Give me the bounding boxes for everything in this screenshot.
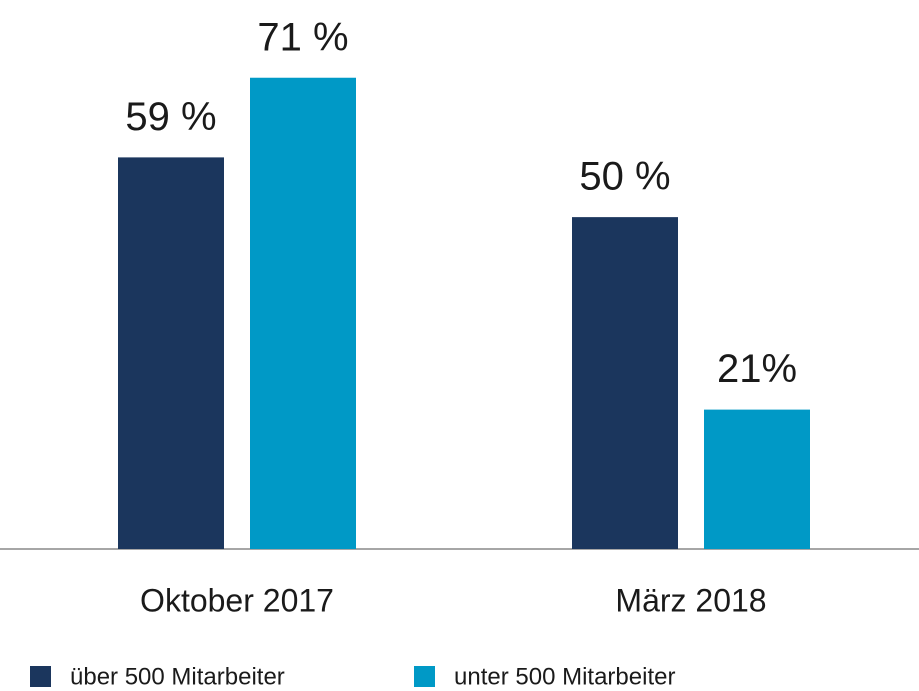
bar bbox=[250, 77, 356, 550]
value-label: 50 % bbox=[579, 155, 670, 199]
x-tick-label: Oktober 2017 bbox=[140, 582, 334, 618]
value-label: 59 % bbox=[125, 95, 216, 139]
value-label: 71 % bbox=[257, 15, 348, 59]
bar bbox=[704, 409, 810, 549]
legend-swatch bbox=[30, 666, 51, 687]
value-label: 21% bbox=[717, 347, 797, 391]
legend-swatch bbox=[414, 666, 435, 687]
bar bbox=[572, 217, 678, 549]
bar bbox=[118, 157, 224, 549]
x-tick-label: März 2018 bbox=[615, 582, 766, 618]
legend-label: über 500 Mitarbeiter bbox=[70, 663, 285, 690]
legend-label: unter 500 Mitarbeiter bbox=[454, 663, 675, 690]
